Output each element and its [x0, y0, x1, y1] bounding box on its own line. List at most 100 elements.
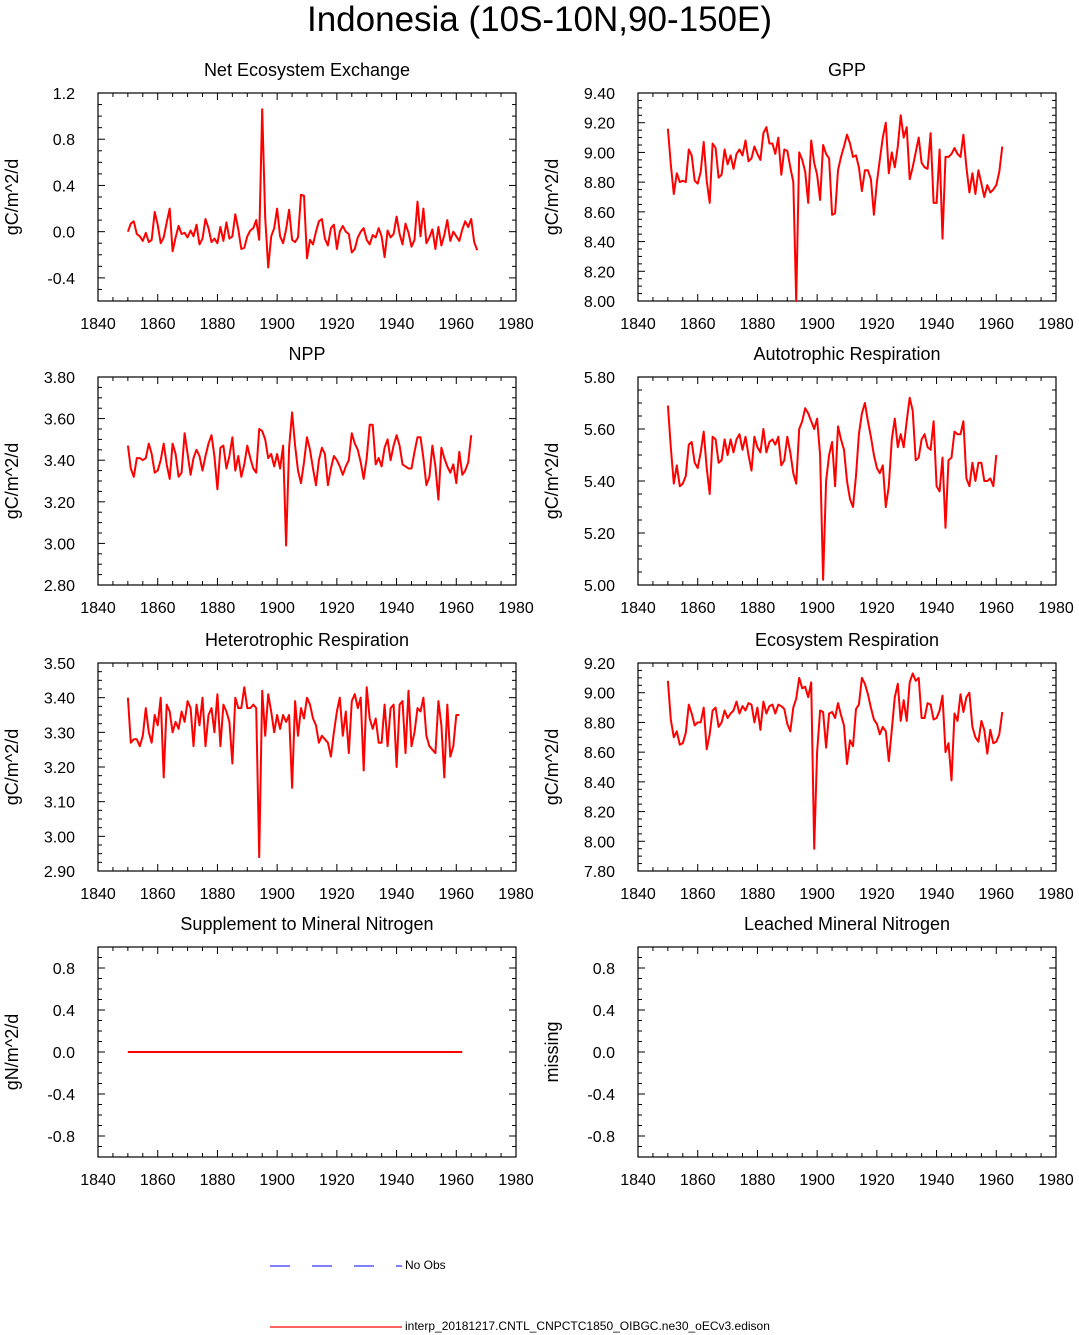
y-tick-label: 9.00: [584, 686, 615, 703]
x-tick-label: 1920: [319, 1172, 355, 1189]
y-tick-label: 3.00: [44, 829, 75, 846]
chart-title: Ecosystem Respiration: [755, 630, 939, 650]
x-tick-label: 1860: [680, 1172, 716, 1189]
x-tick-label: 1960: [978, 1172, 1014, 1189]
y-tick-label: 2.80: [44, 578, 75, 595]
x-tick-label: 1860: [140, 600, 176, 617]
y-tick-label: 3.20: [44, 495, 75, 512]
y-tick-label: 0.0: [593, 1045, 615, 1062]
x-tick-label: 1840: [80, 886, 116, 903]
chart-panel: 1840 1860 1880 1900 1920 1940 1960 1980 -0.8 -0.4…: [542, 914, 1074, 1189]
y-axis-label: gC/m^2/d: [2, 443, 22, 519]
y-tick-label: -0.8: [587, 1129, 615, 1146]
y-tick-label: 3.50: [44, 656, 75, 673]
y-tick-label: 5.00: [584, 578, 615, 595]
x-tick-label: 1840: [620, 886, 656, 903]
chart-title: Supplement to Mineral Nitrogen: [180, 914, 433, 934]
y-tick-label: 0.8: [53, 961, 75, 978]
y-axis-label: gC/m^2/d: [2, 729, 22, 805]
y-tick-label: 0.0: [53, 1045, 75, 1062]
chart-panel: 1840 1860 1880 1900 1920 1940 1960 1980 5.00 5.20…: [542, 344, 1074, 617]
y-tick-label: 5.20: [584, 526, 615, 543]
x-tick-label: 1980: [1038, 316, 1074, 333]
x-tick-label: 1960: [978, 600, 1014, 617]
x-tick-label: 1980: [498, 1172, 534, 1189]
x-tick-label: 1940: [919, 1172, 955, 1189]
x-tick-label: 1920: [319, 316, 355, 333]
x-tick-label: 1980: [1038, 600, 1074, 617]
x-tick-label: 1840: [620, 316, 656, 333]
plot-frame: [637, 92, 1057, 302]
x-tick-label: 1900: [799, 1172, 835, 1189]
y-tick-label: 0.8: [593, 961, 615, 978]
x-tick-label: 1940: [379, 886, 415, 903]
series-line: [666, 672, 1004, 850]
y-tick-label: 3.10: [44, 795, 75, 812]
y-tick-label: 5.80: [584, 370, 615, 387]
y-tick-label: 5.60: [584, 422, 615, 439]
plot-frame: [97, 376, 517, 586]
y-tick-label: 8.00: [584, 294, 615, 311]
plot-frame: [97, 92, 517, 302]
chart-panel: 1840 1860 1880 1900 1920 1940 1960 1980 -0.4 0.0 0…: [2, 60, 534, 333]
x-tick-label: 1900: [259, 600, 295, 617]
y-tick-label: 8.20: [584, 805, 615, 822]
y-axis-label: gC/m^2/d: [2, 159, 22, 235]
y-tick-label: 0.4: [53, 178, 75, 195]
y-tick-label: 3.20: [44, 760, 75, 777]
y-axis-label: gC/m^2/d: [542, 729, 562, 805]
x-tick-label: 1980: [1038, 886, 1074, 903]
y-tick-label: 3.40: [44, 691, 75, 708]
y-tick-label: 8.60: [584, 745, 615, 762]
chart-title: NPP: [288, 344, 325, 364]
y-tick-label: 8.60: [584, 205, 615, 222]
y-axis-label: gN/m^2/d: [2, 1014, 22, 1090]
x-tick-label: 1900: [259, 316, 295, 333]
x-tick-label: 1880: [740, 600, 776, 617]
y-tick-label: 3.00: [44, 536, 75, 553]
y-axis-label: missing: [542, 1021, 562, 1082]
x-tick-label: 1840: [80, 316, 116, 333]
chart-title: GPP: [828, 60, 866, 80]
y-tick-label: 9.20: [584, 116, 615, 133]
y-tick-label: -0.4: [47, 271, 75, 288]
x-tick-label: 1920: [859, 600, 895, 617]
series-line: [666, 396, 998, 581]
y-tick-label: 2.90: [44, 864, 75, 881]
y-tick-label: -0.4: [587, 1087, 615, 1104]
x-tick-label: 1860: [140, 886, 176, 903]
x-tick-label: 1840: [80, 600, 116, 617]
plot-frame: [97, 662, 517, 872]
x-tick-label: 1900: [799, 600, 835, 617]
series-line: [126, 108, 479, 269]
x-tick-label: 1860: [680, 316, 716, 333]
y-tick-label: 1.2: [53, 86, 75, 103]
x-tick-label: 1940: [379, 316, 415, 333]
x-tick-label: 1860: [680, 886, 716, 903]
y-tick-label: 8.00: [584, 834, 615, 851]
x-tick-label: 1940: [919, 600, 955, 617]
y-tick-label: 3.60: [44, 412, 75, 429]
y-tick-label: 0.4: [53, 1003, 75, 1020]
y-tick-label: 3.30: [44, 725, 75, 742]
x-tick-label: 1940: [919, 886, 955, 903]
x-tick-label: 1920: [319, 600, 355, 617]
y-tick-label: 8.40: [584, 775, 615, 792]
y-tick-label: 9.40: [584, 86, 615, 103]
x-tick-label: 1900: [259, 1172, 295, 1189]
y-axis-label: gC/m^2/d: [542, 443, 562, 519]
x-tick-label: 1840: [620, 600, 656, 617]
x-tick-label: 1980: [1038, 1172, 1074, 1189]
plot-frame: [637, 662, 1057, 872]
chart-panel: 1840 1860 1880 1900 1920 1940 1960 1980 -0.8 -0.4…: [2, 914, 534, 1189]
chart-title: Autotrophic Respiration: [753, 344, 940, 364]
x-tick-label: 1840: [80, 1172, 116, 1189]
x-tick-label: 1980: [498, 600, 534, 617]
y-tick-label: 5.40: [584, 474, 615, 491]
series-line: [126, 411, 473, 547]
x-tick-label: 1900: [799, 316, 835, 333]
figure-title: Indonesia (10S-10N,90-150E): [306, 0, 772, 39]
x-tick-label: 1880: [740, 316, 776, 333]
y-tick-label: -0.4: [47, 1087, 75, 1104]
